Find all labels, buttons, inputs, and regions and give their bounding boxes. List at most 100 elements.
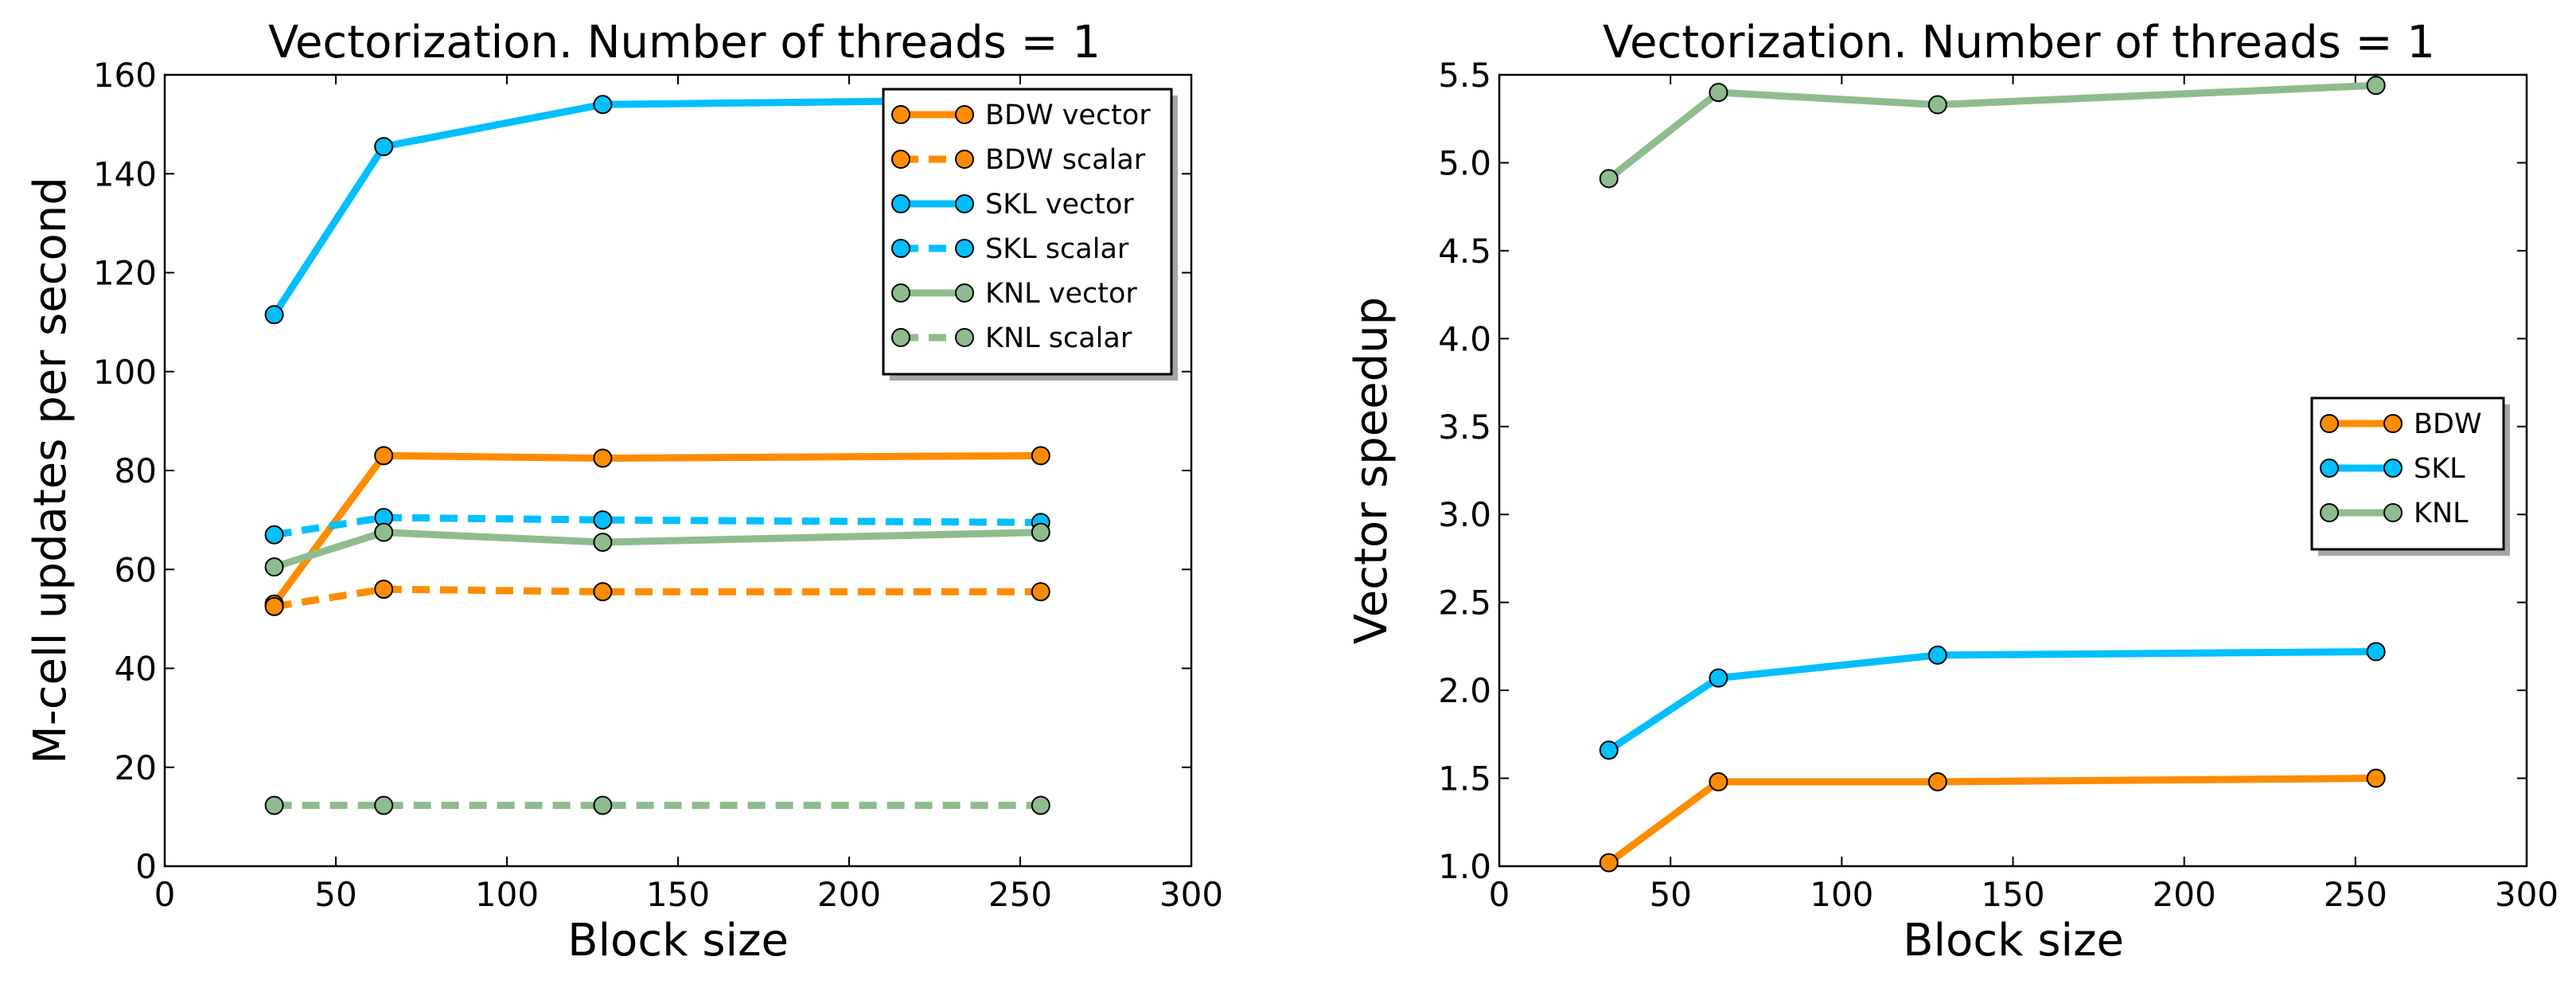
- chart-title: Vectorization. Number of threads = 1: [268, 17, 1101, 68]
- chart-title: Vectorization. Number of threads = 1: [1603, 17, 2435, 68]
- x-tick-label: 200: [2153, 875, 2216, 914]
- y-tick-label: 2.5: [1438, 584, 1491, 623]
- legend-label: BDW scalar: [985, 144, 1146, 176]
- legend-marker: [891, 105, 910, 124]
- y-tick-label: 4.5: [1438, 232, 1491, 271]
- data-point-knl-scalar: [593, 795, 613, 815]
- y-tick-label: 80: [115, 451, 157, 490]
- legend-marker: [2320, 414, 2339, 433]
- data-point-bdw-vector: [593, 448, 613, 468]
- y-tick-label: 5.0: [1438, 143, 1491, 182]
- data-point-skl-vector: [264, 305, 284, 325]
- series-line-knl: [1606, 81, 2376, 182]
- data-point-knl-vector: [593, 533, 613, 553]
- data-point-bdw-scalar: [1031, 582, 1050, 602]
- x-tick-label: 150: [646, 875, 710, 914]
- data-point-bdw-scalar: [593, 582, 613, 602]
- data-point-skl: [1709, 668, 1728, 688]
- data-point-knl-scalar: [264, 795, 284, 815]
- data-point-bdw-scalar: [264, 596, 284, 616]
- y-tick-label: 2.0: [1438, 671, 1491, 710]
- data-point-knl-scalar: [374, 795, 394, 815]
- data-point-bdw: [1709, 771, 1728, 791]
- legend-marker: [2383, 503, 2403, 522]
- series-line-bdw: [1607, 775, 2376, 866]
- legend-label: SKL scalar: [985, 233, 1129, 265]
- y-tick-label: 0: [135, 847, 157, 886]
- plot-frame: [163, 73, 1193, 868]
- data-point-skl-vector: [374, 137, 394, 157]
- x-tick-label: 300: [1159, 875, 1223, 914]
- x-tick-label: 100: [1810, 875, 1873, 914]
- data-point-skl: [2366, 642, 2386, 662]
- y-tick-label: 1.5: [1438, 760, 1491, 799]
- y-tick-label: 20: [115, 748, 157, 787]
- x-tick-label: 0: [154, 875, 176, 914]
- data-point-skl-scalar: [264, 525, 284, 545]
- x-tick-label: 250: [988, 875, 1052, 914]
- data-point-bdw-scalar: [374, 580, 394, 599]
- y-tick-label: 60: [115, 550, 157, 589]
- y-tick-label: 40: [115, 650, 157, 689]
- data-point-bdw: [2366, 768, 2386, 788]
- data-point-knl: [1599, 169, 1619, 189]
- x-tick-label: 100: [475, 875, 539, 914]
- x-tick-label: 200: [817, 875, 881, 914]
- y-tick-label: 160: [93, 56, 157, 95]
- legend-marker: [955, 328, 974, 347]
- legend-marker: [891, 328, 910, 347]
- legend-marker: [2383, 414, 2403, 433]
- y-tick-label: 5.5: [1438, 56, 1491, 95]
- legend-label: BDW: [2414, 408, 2482, 440]
- series-line-skl-vector: [271, 96, 1041, 317]
- data-point-bdw: [1599, 853, 1619, 873]
- legend-marker: [891, 283, 910, 303]
- data-point-knl: [2366, 76, 2386, 96]
- series-line-knl-vector: [273, 529, 1041, 571]
- data-point-knl: [1927, 95, 1947, 115]
- x-tick-label: 50: [1649, 875, 1691, 914]
- legend-label: KNL: [2414, 498, 2469, 529]
- legend-marker: [891, 239, 910, 258]
- data-point-knl: [1709, 83, 1728, 103]
- y-tick-label: 140: [93, 154, 157, 193]
- legend-marker: [955, 239, 974, 258]
- legend-marker: [955, 194, 974, 213]
- data-point-knl-scalar: [1031, 795, 1050, 815]
- y-axis-label: M-cell updates per second: [25, 177, 76, 764]
- legend-box: [882, 88, 1173, 376]
- x-tick-label: 250: [2324, 875, 2387, 914]
- series-line-skl: [1607, 648, 2376, 753]
- data-point-skl-vector: [593, 95, 613, 115]
- legend-marker: [2320, 503, 2339, 522]
- y-tick-label: 4.0: [1438, 319, 1491, 358]
- x-axis-label: Block size: [567, 915, 789, 967]
- legend-label: KNL scalar: [985, 322, 1132, 354]
- chart-m-cell-updates: Vectorization. Number of threads = 1 Blo…: [25, 17, 1223, 967]
- data-point-skl-scalar: [593, 510, 613, 530]
- legend-label: SKL: [2414, 453, 2465, 485]
- chart-vector-speedup: Vectorization. Number of threads = 1 Blo…: [1346, 17, 2558, 967]
- y-tick-label: 1.0: [1438, 847, 1491, 886]
- data-point-bdw: [1927, 771, 1947, 791]
- series-line-bdw-vector: [271, 451, 1041, 607]
- legend-label: BDW vector: [985, 100, 1151, 131]
- legend-marker: [955, 150, 974, 169]
- data-point-knl-vector: [264, 557, 284, 577]
- data-point-skl: [1927, 645, 1947, 665]
- y-tick-label: 100: [93, 353, 157, 392]
- legend-marker: [891, 150, 910, 169]
- legend-label: KNL vector: [985, 278, 1137, 310]
- legend-marker: [955, 283, 974, 303]
- data-point-knl-vector: [374, 522, 394, 542]
- y-axis-label: Vector speedup: [1346, 297, 1397, 644]
- y-tick-label: 3.5: [1438, 408, 1491, 447]
- x-tick-label: 50: [314, 875, 357, 914]
- legend-label: SKL vector: [985, 189, 1134, 221]
- data-point-bdw-vector: [374, 446, 394, 466]
- data-point-knl-vector: [1031, 522, 1050, 542]
- y-tick-label: 3.0: [1438, 495, 1491, 534]
- x-tick-label: 0: [1489, 875, 1510, 914]
- y-tick-label: 120: [93, 254, 157, 293]
